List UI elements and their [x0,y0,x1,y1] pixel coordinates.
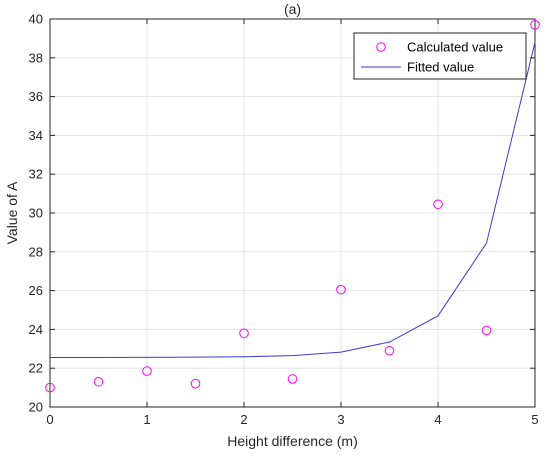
data-point-calculated [384,345,395,356]
data-point-calculated [287,374,298,384]
legend-label-calculated: Calculated value [407,40,503,55]
data-point-calculated [530,20,540,30]
data-point-calculated [93,376,104,387]
x-tick-label: 4 [434,412,441,427]
y-axis-label: Value of A [4,181,20,244]
y-tick-label: 20 [29,400,43,415]
x-tick-label: 1 [143,412,150,427]
y-tick-label: 26 [29,283,43,298]
series-line-fitted [50,42,536,359]
y-tick-label: 28 [29,244,43,259]
y-tick-label: 34 [29,128,43,143]
y-tick-label: 22 [29,361,43,376]
legend-label-fitted: Fitted value [407,60,474,75]
x-axis-label: Height difference (m) [227,433,357,449]
y-tick-label: 32 [29,167,43,182]
legend-box [353,32,527,80]
data-point-calculated [239,328,249,339]
x-tick-label: 5 [531,412,538,427]
series-layer [45,20,540,393]
y-tick-label: 36 [29,89,43,104]
chart-title: (a) [284,1,301,17]
x-tick-label: 2 [240,412,247,427]
legend-marker-calculated [376,42,386,52]
data-point-calculated [481,325,492,336]
x-tick-label: 3 [337,412,344,427]
legend: Calculated value Fitted value [353,32,527,80]
x-tick-label: 0 [46,412,53,427]
data-point-calculated [45,382,55,393]
data-point-calculated [336,284,346,295]
data-point-calculated [142,366,152,376]
y-tick-label: 40 [29,12,43,27]
y-tick-label: 38 [29,50,43,65]
data-point-calculated [190,378,201,389]
y-tick-label: 30 [29,206,43,221]
data-point-calculated [433,199,443,210]
y-tick-label: 24 [29,322,43,337]
